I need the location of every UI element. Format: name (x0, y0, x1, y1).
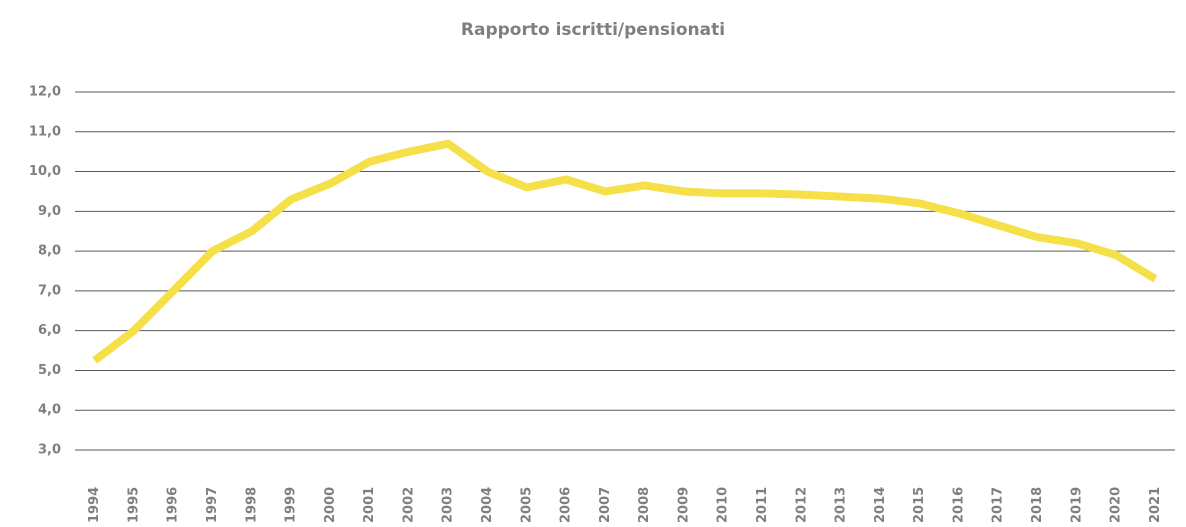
x-tick-label: 2018 (1030, 487, 1045, 523)
x-tick-label: 2005 (519, 487, 534, 523)
x-tick-label: 1995 (126, 487, 141, 523)
x-tick-label: 2007 (598, 487, 613, 523)
x-tick-label: 2004 (480, 487, 495, 523)
y-tick-label: 5,0 (38, 363, 61, 378)
x-tick-label: 2012 (794, 487, 809, 523)
x-tick-label: 2017 (991, 487, 1006, 523)
x-tick-label: 2011 (755, 487, 770, 523)
x-tick-label: 1999 (284, 487, 299, 523)
x-tick-label: 2008 (637, 487, 652, 523)
chart-title: Rapporto iscritti/pensionati (461, 20, 725, 40)
y-tick-label: 4,0 (38, 403, 61, 418)
x-tick-label: 2002 (401, 487, 416, 523)
x-tick-label: 1994 (87, 487, 102, 523)
x-tick-label: 2003 (441, 487, 456, 523)
x-tick-label: 2010 (716, 487, 731, 523)
x-tick-label: 2014 (873, 487, 888, 523)
y-tick-label: 3,0 (38, 443, 61, 458)
x-tick-label: 1997 (205, 487, 220, 523)
x-tick-label: 1996 (166, 487, 181, 523)
y-tick-label: 9,0 (38, 204, 61, 219)
x-tick-label: 2001 (362, 487, 377, 523)
line-series (92, 139, 1158, 364)
y-tick-label: 11,0 (29, 124, 61, 139)
y-tick-label: 10,0 (29, 164, 61, 179)
y-tick-label: 8,0 (38, 244, 61, 259)
x-tick-label: 2019 (1069, 487, 1084, 523)
x-tick-label: 2015 (912, 487, 927, 523)
y-tick-label: 6,0 (38, 323, 61, 338)
y-tick-label: 12,0 (29, 85, 61, 100)
x-tick-label: 2006 (559, 487, 574, 523)
y-tick-label: 7,0 (38, 283, 61, 298)
x-tick-label: 2016 (951, 487, 966, 523)
x-tick-label: 2000 (323, 487, 338, 523)
x-tick-label: 1998 (244, 487, 259, 523)
x-tick-label: 2021 (1148, 487, 1163, 523)
x-tick-label: 2013 (834, 487, 849, 523)
x-tick-label: 2020 (1109, 487, 1124, 523)
x-tick-label: 2009 (676, 487, 691, 523)
